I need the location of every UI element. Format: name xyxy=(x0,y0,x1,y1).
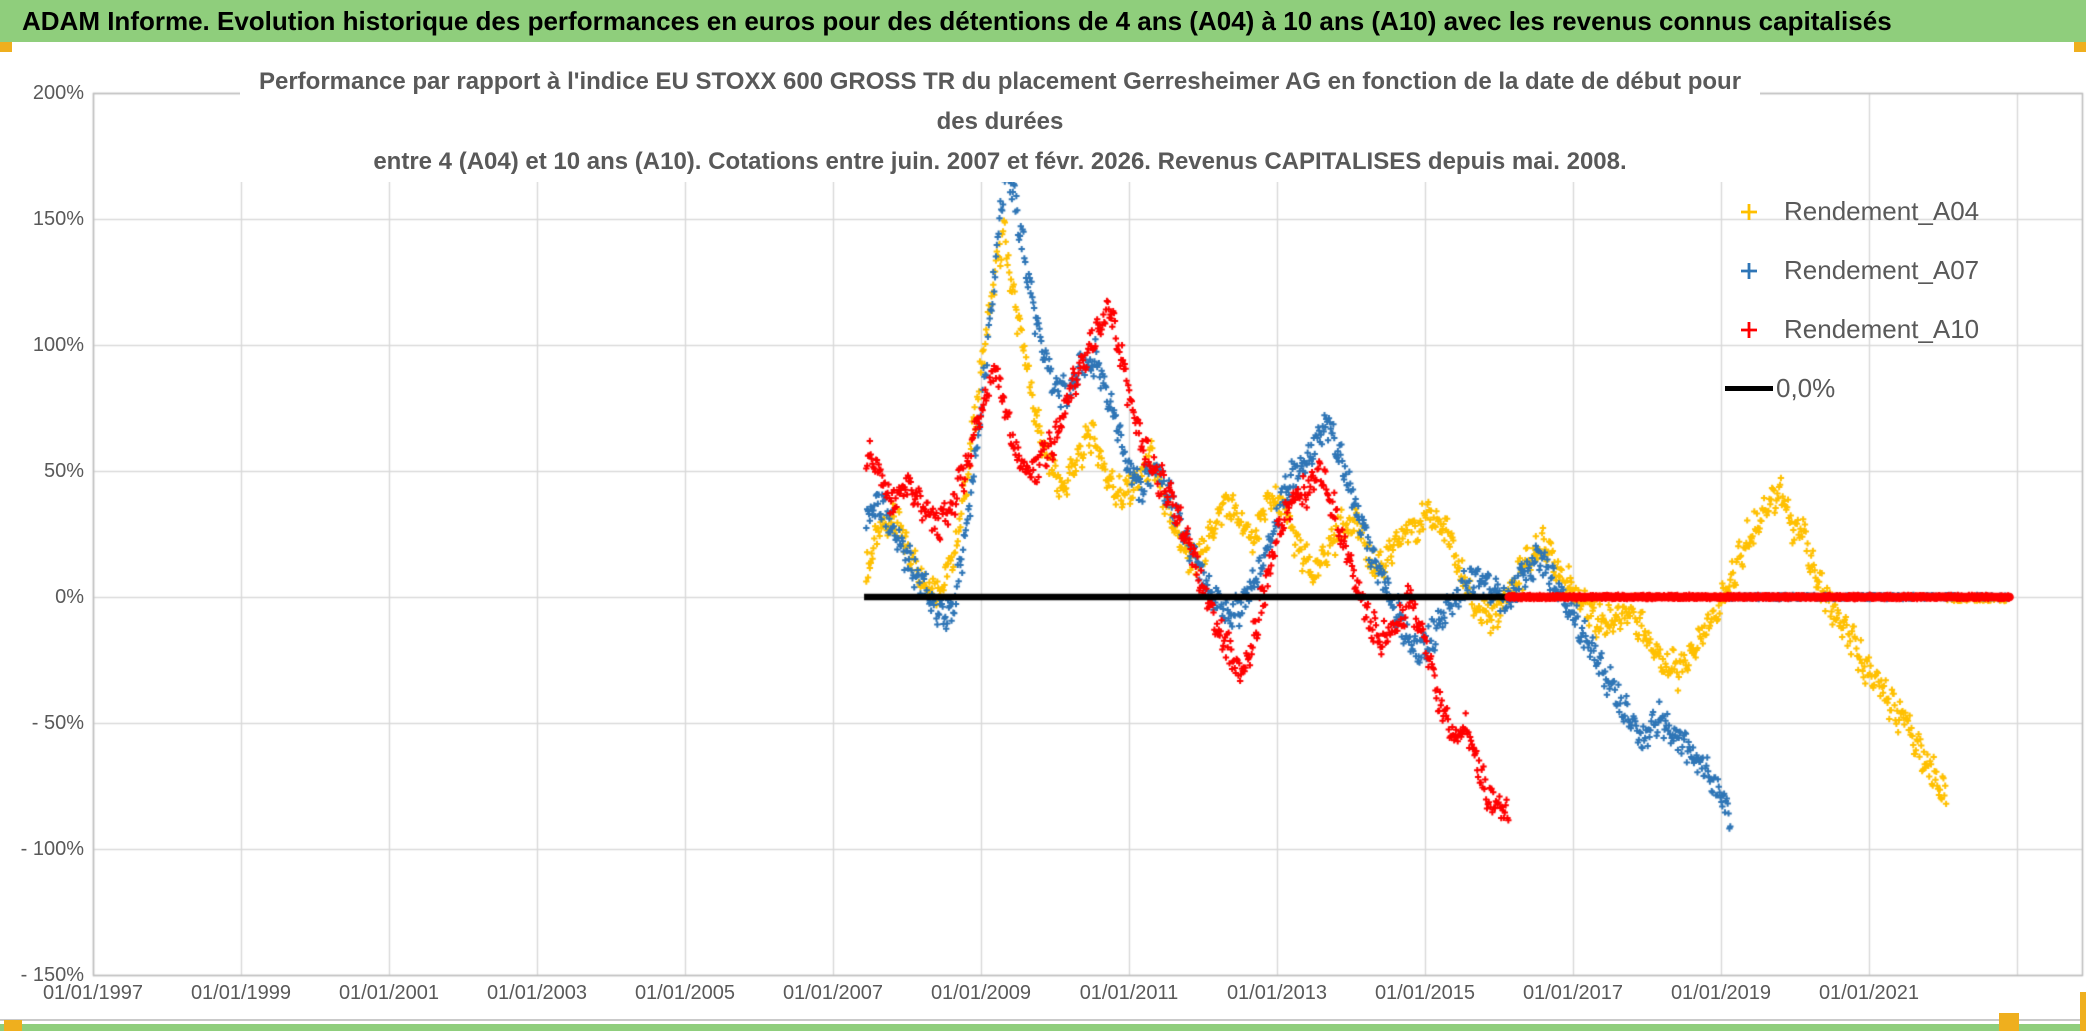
corner-mark-top-right xyxy=(2074,42,2086,52)
y-axis-tick-label: - 100% xyxy=(20,838,84,860)
legend-label: Rendement_A04 xyxy=(1784,196,1980,226)
x-axis-tick-label: 01/01/1999 xyxy=(190,982,292,1004)
legend-label: Rendement_A07 xyxy=(1784,255,1980,285)
chart-title-line2: entre 4 (A04) et 10 ans (A10). Cotations… xyxy=(373,148,1627,175)
y-axis-tick-label: 50% xyxy=(43,460,84,482)
plus-marker-icon xyxy=(1734,260,1764,282)
x-axis-tick-label: 01/01/2011 xyxy=(1079,982,1179,1004)
x-axis-tick-label: 01/01/2009 xyxy=(930,982,1032,1004)
plus-marker-icon xyxy=(1734,201,1764,223)
x-axis-tick-label: 01/01/2019 xyxy=(1670,982,1772,1004)
legend-item-zero-line[interactable]: 0,0% xyxy=(1725,359,2079,418)
legend-item-rendement_a07[interactable]: Rendement_A07 xyxy=(1734,241,2079,300)
plus-marker-icon xyxy=(1734,319,1764,341)
y-axis-tick-label: 0% xyxy=(55,586,84,608)
x-axis-tick-label: 01/01/2021 xyxy=(1818,982,1920,1004)
corner-mark-bottom-left xyxy=(4,1020,22,1031)
corner-mark-right-edge xyxy=(2080,992,2086,1031)
x-axis-tick-label: 01/01/2001 xyxy=(338,982,440,1004)
y-axis-tick-label: 200% xyxy=(32,82,84,104)
x-axis-tick-label: 01/01/1997 xyxy=(42,982,144,1004)
legend-item-rendement_a10[interactable]: Rendement_A10 xyxy=(1734,300,2079,359)
chart-legend[interactable]: Rendement_A04 Rendement_A07 Rendement_A1… xyxy=(1725,182,2079,418)
corner-mark-top-left xyxy=(0,42,12,52)
bottom-green-bar xyxy=(0,1024,2086,1031)
y-axis-tick-label: 150% xyxy=(32,208,84,230)
bottom-divider xyxy=(0,1019,2086,1021)
chart-title: Performance par rapport à l'indice EU ST… xyxy=(240,62,1760,182)
x-axis-tick-label: 01/01/2013 xyxy=(1226,982,1328,1004)
y-axis-tick-label: - 50% xyxy=(31,712,84,734)
corner-mark-bottom-right xyxy=(1999,1013,2019,1031)
x-axis-tick-label: 01/01/2015 xyxy=(1374,982,1476,1004)
y-axis-tick-label: - 150% xyxy=(20,964,84,986)
zero-line-swatch xyxy=(1725,386,1773,391)
x-axis-tick-label: 01/01/2007 xyxy=(782,982,884,1004)
legend-label: Rendement_A10 xyxy=(1784,314,1980,344)
y-axis-tick-label: 100% xyxy=(32,334,84,356)
legend-item-rendement_a04[interactable]: Rendement_A04 xyxy=(1734,182,2079,241)
x-axis-tick-label: 01/01/2017 xyxy=(1522,982,1624,1004)
chart-title-line1: Performance par rapport à l'indice EU ST… xyxy=(258,68,1742,135)
x-axis-tick-label: 01/01/2003 xyxy=(486,982,588,1004)
legend-label: 0,0% xyxy=(1776,373,1836,403)
x-axis-tick-label: 01/01/2005 xyxy=(634,982,736,1004)
